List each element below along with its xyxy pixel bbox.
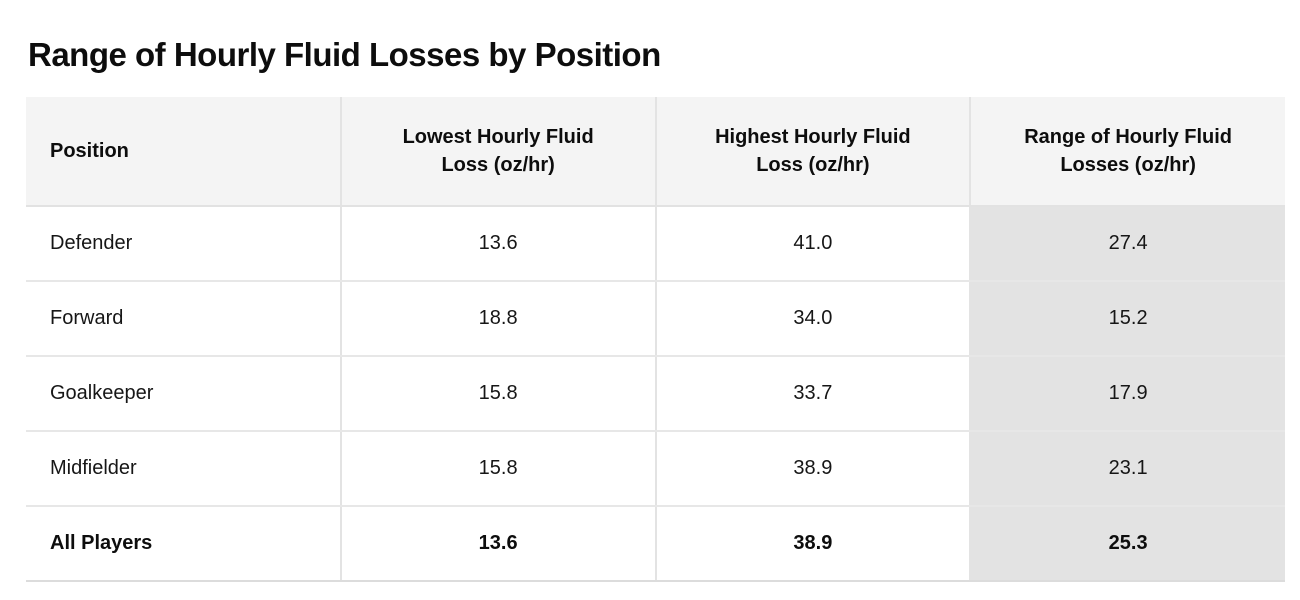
page-title: Range of Hourly Fluid Losses by Position (28, 36, 661, 73)
highest-cell: 41.0 (655, 206, 972, 282)
range-cell: 17.9 (970, 356, 1285, 432)
highest-cell: 38.9 (655, 506, 972, 582)
header-row: Position Lowest Hourly Fluid Loss (oz/hr… (26, 97, 1285, 207)
lowest-cell: 13.6 (340, 506, 657, 582)
position-cell: Defender (26, 206, 342, 282)
highest-cell: 33.7 (655, 356, 972, 432)
table-row-midfielder: Midfielder 15.8 38.9 23.1 (26, 431, 1285, 507)
column-header-lowest: Lowest Hourly Fluid Loss (oz/hr) (340, 97, 657, 207)
column-header-range: Range of Hourly Fluid Losses (oz/hr) (970, 97, 1285, 207)
position-cell: All Players (26, 506, 342, 582)
lowest-cell: 13.6 (340, 206, 657, 282)
column-header-position: Position (26, 97, 342, 207)
lowest-cell: 18.8 (340, 281, 657, 357)
table-header: Position Lowest Hourly Fluid Loss (oz/hr… (26, 97, 1285, 207)
position-cell: Forward (26, 281, 342, 357)
position-cell: Goalkeeper (26, 356, 342, 432)
table-row-all-players: All Players 13.6 38.9 25.3 (26, 506, 1285, 582)
column-header-highest: Highest Hourly Fluid Loss (oz/hr) (655, 97, 972, 207)
table-row-defender: Defender 13.6 41.0 27.4 (26, 206, 1285, 282)
table-row-forward: Forward 18.8 34.0 15.2 (26, 281, 1285, 357)
highest-cell: 34.0 (655, 281, 972, 357)
range-cell: 27.4 (970, 206, 1285, 282)
position-cell: Midfielder (26, 431, 342, 507)
lowest-cell: 15.8 (340, 431, 657, 507)
lowest-cell: 15.8 (340, 356, 657, 432)
range-cell: 23.1 (970, 431, 1285, 507)
table-row-goalkeeper: Goalkeeper 15.8 33.7 17.9 (26, 356, 1285, 432)
range-cell: 25.3 (970, 506, 1285, 582)
highest-cell: 38.9 (655, 431, 972, 507)
range-cell: 15.2 (970, 281, 1285, 357)
fluid-losses-table: Position Lowest Hourly Fluid Loss (oz/hr… (26, 97, 1285, 582)
table-body: Defender 13.6 41.0 27.4 Forward 18.8 34.… (26, 206, 1285, 582)
